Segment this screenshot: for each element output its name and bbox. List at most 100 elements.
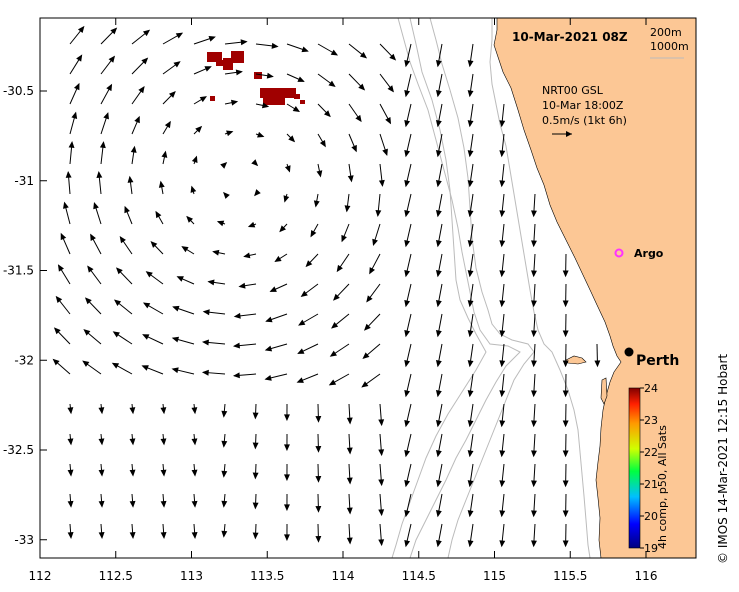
current-arrowhead — [562, 540, 569, 548]
current-arrowhead — [531, 510, 537, 518]
y-tick-label: -31.5 — [3, 264, 34, 278]
current-arrowhead — [467, 270, 474, 278]
current-arrowhead — [305, 260, 313, 268]
current-arrowhead — [129, 500, 136, 508]
current-arrowhead — [283, 195, 290, 203]
current-arrowhead — [499, 420, 506, 428]
current-arrowhead — [52, 358, 60, 366]
current-arrowhead — [221, 500, 228, 508]
current-arrowhead — [378, 179, 385, 187]
current-arrowhead — [254, 189, 261, 197]
current-arrowhead — [344, 205, 351, 213]
y-tick-label: -33 — [14, 533, 34, 547]
current-arrowhead — [232, 372, 240, 379]
x-tick-label: 114.5 — [402, 569, 436, 583]
current-arrowhead — [264, 374, 272, 381]
current-arrowhead — [499, 120, 506, 128]
current-arrowhead — [328, 379, 337, 386]
current-arrowhead — [358, 83, 366, 91]
current-arrowhead — [435, 120, 442, 128]
current-arrowhead — [346, 477, 353, 485]
current-arrowhead — [240, 39, 248, 46]
current-arrowhead — [138, 86, 145, 94]
current-scale: 0.5m/s (1kt 6h) — [542, 114, 627, 127]
current-arrowhead — [212, 249, 220, 256]
current-arrowhead — [346, 537, 353, 545]
current-arrowhead — [467, 420, 474, 428]
current-arrowhead — [531, 210, 537, 218]
current-arrowhead — [594, 360, 601, 368]
colorbar-tick-label: 19 — [644, 542, 658, 555]
current-arrowhead — [129, 407, 136, 415]
current-arrowhead — [329, 350, 337, 357]
current-arrowhead — [155, 210, 162, 219]
current-arrowhead — [435, 240, 442, 248]
current-arrowhead — [467, 180, 474, 188]
current-arrowhead — [201, 339, 209, 346]
current-arrowhead — [378, 539, 385, 547]
current-arrowhead — [347, 175, 354, 183]
current-arrowhead — [141, 365, 149, 371]
current-arrowhead — [110, 27, 118, 35]
x-axis: 112 112.5 113 113.5 114 114.5 115 115.5 116 — [29, 18, 657, 583]
current-arrowhead — [562, 390, 569, 398]
current-arrowhead — [562, 420, 569, 428]
current-arrowhead — [531, 480, 537, 488]
colorbar-tick-label: 21 — [644, 478, 658, 491]
x-tick-label: 112.5 — [99, 569, 133, 583]
current-arrowhead — [283, 504, 290, 512]
credit-text: © IMOS 14-Mar-2021 12:15 Hobart — [716, 354, 730, 564]
x-tick-label: 113.5 — [250, 569, 284, 583]
current-arrowhead — [359, 51, 368, 59]
current-arrowhead — [404, 299, 411, 308]
current-arrowhead — [331, 322, 339, 329]
y-tick-label: -30.5 — [3, 84, 34, 98]
perth-marker-icon — [624, 347, 634, 357]
current-arrowhead — [366, 295, 373, 303]
current-arrowhead — [435, 510, 442, 518]
current-arrowhead — [467, 480, 474, 488]
current-arrowhead — [251, 159, 259, 167]
current-arrowhead — [387, 85, 394, 93]
current-arrowhead — [99, 141, 106, 149]
current-arrowhead — [150, 241, 158, 248]
current-arrowhead — [382, 148, 388, 156]
current-arrowhead — [130, 145, 137, 153]
current-arrowhead — [283, 474, 290, 482]
current-arrowhead — [129, 438, 136, 446]
current-arrowhead — [435, 210, 442, 218]
current-arrowhead — [181, 246, 189, 253]
current-arrowhead — [164, 120, 171, 129]
current-arrowhead — [112, 331, 120, 338]
current-arrowhead — [160, 500, 167, 508]
current-arrowhead — [435, 540, 442, 548]
current-arrowhead — [141, 57, 149, 65]
current-arrowhead — [404, 449, 411, 458]
current-arrowhead — [226, 130, 234, 137]
current-arrowhead — [435, 360, 442, 368]
current-arrowhead — [372, 238, 378, 247]
current-arrowhead — [404, 149, 411, 158]
current-arrowhead — [271, 42, 279, 49]
y-axis: -30.5 -31 -31.5 -32 -32.5 -33 — [3, 84, 47, 547]
current-arrowhead — [404, 179, 411, 188]
current-arrowhead — [435, 300, 442, 308]
contour-legend-1000m: 1000m — [650, 40, 689, 53]
current-arrowhead — [404, 269, 411, 278]
current-arrowhead — [238, 282, 246, 289]
current-arrowhead — [98, 407, 105, 415]
current-arrowhead — [223, 191, 230, 199]
current-arrowhead — [375, 209, 382, 217]
current-arrowhead — [310, 230, 317, 238]
current-arrowhead — [67, 532, 74, 539]
current-arrowhead — [531, 420, 537, 428]
current-arrowhead — [531, 300, 537, 308]
current-arrowhead — [158, 180, 165, 188]
current-arrowhead — [562, 270, 569, 278]
current-arrowhead — [264, 345, 273, 352]
current-arrowhead — [467, 540, 474, 548]
current-arrowhead — [160, 438, 167, 446]
current-arrowhead — [93, 201, 99, 210]
current-arrowhead — [202, 309, 210, 316]
current-arrowhead — [57, 264, 64, 272]
